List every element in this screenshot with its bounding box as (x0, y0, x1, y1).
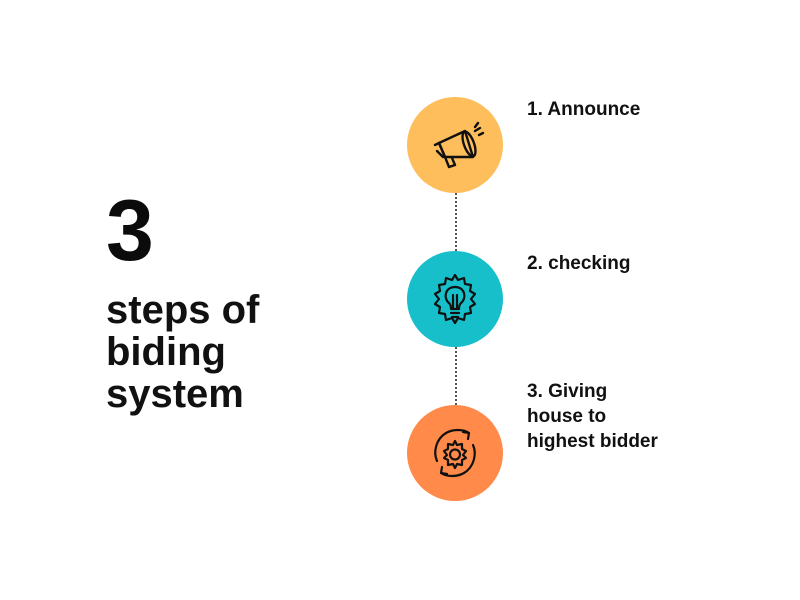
step-1-circle (407, 97, 503, 193)
lightbulb-gear-icon (433, 273, 477, 325)
connector-line-1 (455, 193, 457, 251)
step-2-label: 2. checking (527, 253, 631, 274)
step-3-circle (407, 405, 503, 501)
step-2-circle (407, 251, 503, 347)
step-3-label: 3. Giving house to highest bidder (527, 381, 658, 452)
step-1-label: 1. Announce (527, 99, 641, 120)
gear-cycle-icon (434, 428, 476, 478)
title-number: 3 (106, 183, 154, 279)
connector-line-2 (455, 347, 457, 405)
megaphone-icon (433, 121, 485, 169)
title-text: steps of biding system (106, 288, 260, 416)
